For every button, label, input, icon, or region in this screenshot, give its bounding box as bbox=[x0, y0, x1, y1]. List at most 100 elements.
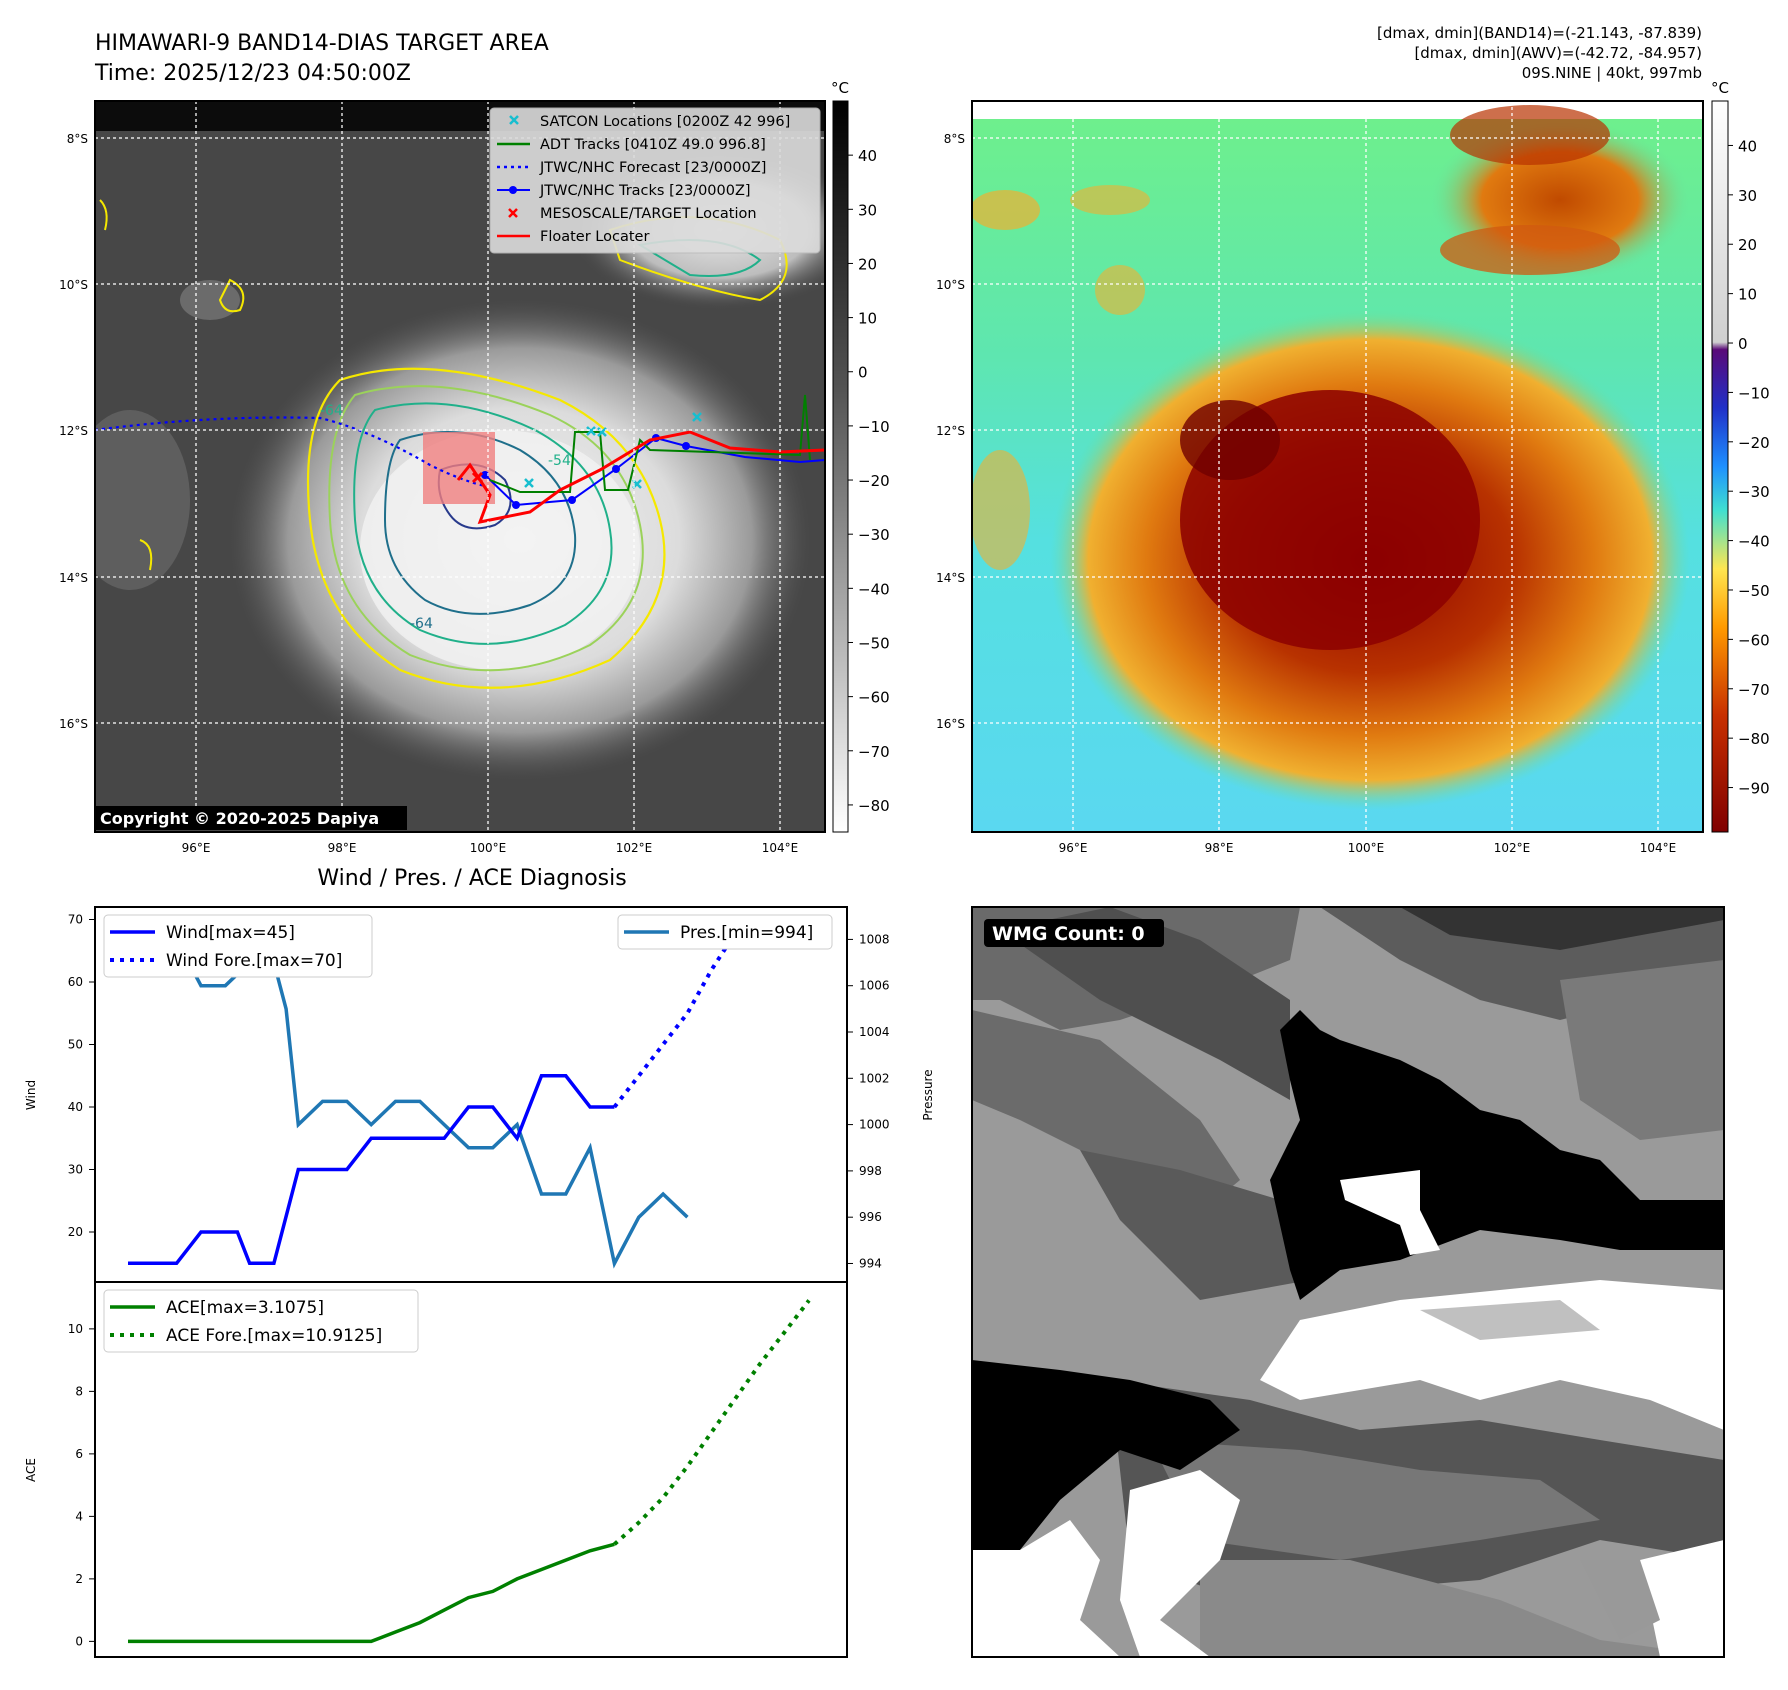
ir-lon-label: 96°E bbox=[182, 841, 211, 855]
colorbar-tick-label: −60 bbox=[1738, 631, 1770, 649]
legend-satcon-marker bbox=[509, 115, 519, 125]
y-tick-label: 60 bbox=[68, 975, 83, 989]
color-lat-label: 12°S bbox=[936, 424, 965, 438]
colorbar-tick-label: −40 bbox=[1738, 533, 1770, 551]
ir-lon-label: 102°E bbox=[616, 841, 653, 855]
wmg-count-box bbox=[984, 919, 1164, 947]
wmg-panel: WMG Count: 0 bbox=[971, 906, 1725, 1658]
color-lat-label: 10°S bbox=[936, 278, 965, 292]
color-lat-label: 16°S bbox=[936, 717, 965, 731]
color-gridlines bbox=[972, 101, 1703, 832]
y-tick-label: 8 bbox=[75, 1384, 83, 1398]
color-lon-label: 104°E bbox=[1640, 841, 1677, 855]
figure-time: Time: 2025/12/23 04:50:00Z bbox=[94, 61, 411, 86]
colorbar-tick-label: −40 bbox=[858, 580, 890, 598]
contour-label: -54 bbox=[548, 453, 571, 469]
y-tick-label: 1004 bbox=[859, 1025, 890, 1039]
legend-tracks: JTWC/NHC Tracks [23/0000Z] bbox=[539, 183, 751, 199]
wmg-count-label: WMG Count: 0 bbox=[992, 923, 1145, 945]
color-map-panel: 8°S 10°S 12°S 14°S 16°S 96°E 98°E 100°E … bbox=[936, 79, 1770, 855]
legend-mesoscale-marker bbox=[508, 208, 518, 218]
ir-colorbar: °C 40 30 20 10 0 −10 −20 −30 −40 −50 −60 −70 −80 bbox=[831, 79, 890, 833]
diagnosis-title: Wind / Pres. / ACE Diagnosis bbox=[317, 866, 626, 891]
y-tick-label: 1006 bbox=[859, 979, 890, 993]
wind-fore-legend-label: Wind Fore.[max=70] bbox=[166, 951, 342, 971]
pressure-legend-label: Pres.[min=994] bbox=[680, 923, 813, 943]
legend-adt: ADT Tracks [0410Z 49.0 996.8] bbox=[540, 137, 766, 153]
wind-forecast-line bbox=[612, 917, 809, 1109]
colorbar-tick-label: 10 bbox=[858, 310, 877, 328]
wind-legend-label: Wind[max=45] bbox=[166, 923, 295, 943]
color-lat-label: 14°S bbox=[936, 571, 965, 585]
y-tick-label: 998 bbox=[859, 1164, 882, 1178]
color-map-imagery bbox=[972, 101, 1703, 832]
colorbar-tick-label: −60 bbox=[858, 689, 890, 707]
wind-legend: Wind[max=45] Wind Fore.[max=70] bbox=[103, 914, 373, 978]
colorbar-tick-label: 10 bbox=[1738, 286, 1757, 304]
colorbar-tick-label: 0 bbox=[1738, 335, 1748, 353]
adt-track-line bbox=[489, 394, 811, 493]
ir-lon-label: 104°E bbox=[762, 841, 799, 855]
colorbar-tick-label: −20 bbox=[1738, 434, 1770, 452]
colorbar-tick-label: 30 bbox=[1738, 187, 1757, 205]
y-tick-label: 40 bbox=[68, 1100, 83, 1114]
color-lon-label: 100°E bbox=[1348, 841, 1385, 855]
ir-lat-label: 8°S bbox=[67, 132, 88, 146]
ir-lat-label: 12°S bbox=[59, 424, 88, 438]
y-tick-label: 10 bbox=[68, 1322, 83, 1336]
colorbar-tick-label: −20 bbox=[858, 472, 890, 490]
colorbar-tick-label: −80 bbox=[858, 797, 890, 815]
y-tick-label: 994 bbox=[859, 1256, 882, 1270]
ace-legend: ACE[max=3.1075] ACE Fore.[max=10.9125] bbox=[103, 1289, 419, 1353]
color-lat-label: 8°S bbox=[944, 132, 965, 146]
ir-colorbar-unit: °C bbox=[831, 79, 849, 97]
contour-label: -64 bbox=[320, 403, 343, 419]
legend-forecast: JTWC/NHC Forecast [23/0000Z] bbox=[539, 160, 766, 176]
colorbar-tick-label: −30 bbox=[858, 526, 890, 544]
pressure-series-line bbox=[128, 914, 689, 1269]
legend-track-dot bbox=[509, 186, 517, 194]
figure-title: HIMAWARI-9 BAND14-DIAS TARGET AREA bbox=[95, 31, 549, 56]
color-colorbar: °C 40 30 20 10 0 −10 −20 −30 −40 −50 −60 −70 −80 −90 bbox=[1711, 79, 1770, 833]
y-tick-label: 50 bbox=[68, 1038, 83, 1052]
y-tick-label: 4 bbox=[75, 1509, 83, 1523]
colorbar-tick-label: 40 bbox=[858, 147, 877, 165]
y-tick-label: 20 bbox=[68, 1225, 83, 1239]
info-awv: [dmax, dmin](AWV)=(-42.72, -84.957) bbox=[1414, 44, 1702, 62]
ace-legend-label: ACE[max=3.1075] bbox=[166, 1298, 324, 1318]
colorbar-tick-label: −70 bbox=[858, 743, 890, 761]
ir-lon-label: 100°E bbox=[470, 841, 507, 855]
contour-label: -64 bbox=[410, 616, 433, 632]
colorbar-tick-label: −50 bbox=[1738, 582, 1770, 600]
colorbar-tick-label: −90 bbox=[1738, 780, 1770, 798]
legend-floater: Floater Locater bbox=[540, 229, 649, 245]
wind-axis-label: Wind bbox=[24, 1080, 38, 1110]
colorbar-tick-label: −70 bbox=[1738, 681, 1770, 699]
ir-lat-label: 16°S bbox=[59, 717, 88, 731]
colorbar-tick-label: −10 bbox=[858, 418, 890, 436]
copyright-box bbox=[95, 806, 407, 830]
info-storm: 09S.NINE | 40kt, 997mb bbox=[1522, 64, 1702, 82]
colorbar-tick-label: 0 bbox=[858, 364, 868, 382]
mesoscale-marker bbox=[471, 471, 484, 484]
colorbar-tick-label: −80 bbox=[1738, 730, 1770, 748]
colorbar-tick-label: −50 bbox=[858, 634, 890, 652]
ir-lat-label: 14°S bbox=[59, 571, 88, 585]
color-lon-label: 102°E bbox=[1494, 841, 1531, 855]
ir-map-panel: -64 -54 -64 bbox=[59, 79, 890, 855]
y-tick-label: 0 bbox=[75, 1634, 83, 1648]
colorbar-tick-label: 20 bbox=[1738, 236, 1757, 254]
y-tick-label: 70 bbox=[68, 913, 83, 927]
legend-mesoscale: MESOSCALE/TARGET Location bbox=[540, 206, 757, 222]
color-colorbar-unit: °C bbox=[1711, 79, 1729, 97]
ir-lat-label: 10°S bbox=[59, 278, 88, 292]
y-tick-label: 1000 bbox=[859, 1118, 890, 1132]
pressure-axis-label: Pressure bbox=[921, 1069, 935, 1120]
ir-legend: SATCON Locations [0200Z 42 996] ADT Trac… bbox=[489, 107, 821, 254]
ace-axis-label: ACE bbox=[24, 1458, 38, 1482]
colorbar-tick-label: −30 bbox=[1738, 483, 1770, 501]
ace-fore-legend-label: ACE Fore.[max=10.9125] bbox=[166, 1326, 382, 1346]
color-lon-label: 96°E bbox=[1059, 841, 1088, 855]
jtwc-forecast-line bbox=[95, 416, 486, 488]
info-band14: [dmax, dmin](BAND14)=(-21.143, -87.839) bbox=[1377, 24, 1702, 42]
